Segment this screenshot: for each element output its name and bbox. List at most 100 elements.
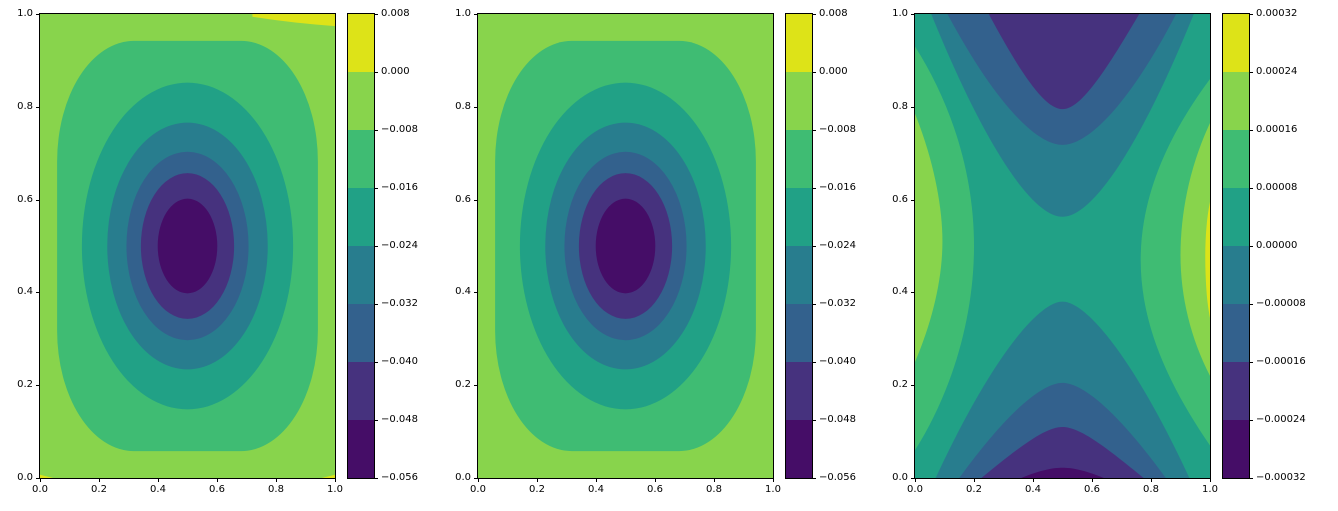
colorbar-tick-label: −0.00008 xyxy=(1256,298,1306,309)
y-tick-label: 0.4 xyxy=(17,286,33,298)
colorbar-tick-mark xyxy=(374,362,378,363)
subplot-3-colorbar xyxy=(1222,13,1250,479)
colorbar-segment xyxy=(348,304,374,362)
contour-band-minimum xyxy=(595,198,656,294)
y-tick-label: 1.0 xyxy=(892,8,908,19)
y-tick-label: 0.0 xyxy=(17,472,33,483)
colorbar-tick-label: 0.00000 xyxy=(1256,240,1298,251)
colorbar-segment xyxy=(786,246,812,304)
colorbar-segment xyxy=(1223,130,1249,188)
colorbar-segment xyxy=(1223,72,1249,130)
subplot-3-axes xyxy=(914,13,1211,479)
colorbar-tick-mark xyxy=(812,14,816,15)
subplot-1-colorbar xyxy=(347,13,375,479)
colorbar-tick-mark xyxy=(374,420,378,421)
x-tick-mark xyxy=(596,478,597,482)
colorbar-tick-mark xyxy=(812,188,816,189)
y-tick-mark xyxy=(911,199,915,201)
positive-maximum-sliver-right xyxy=(1205,201,1210,318)
y-tick-mark xyxy=(474,478,478,479)
colorbar-segment xyxy=(348,246,374,304)
colorbar-tick-mark xyxy=(1249,14,1253,15)
y-tick-label: 0.2 xyxy=(455,379,471,391)
colorbar-segment xyxy=(348,420,374,478)
y-tick-mark xyxy=(474,385,478,387)
colorbar-tick-mark xyxy=(374,304,378,305)
colorbar-segment xyxy=(786,188,812,246)
y-tick-mark xyxy=(911,478,915,479)
x-tick-mark xyxy=(478,478,479,482)
colorbar-segment xyxy=(1223,420,1249,478)
y-tick-mark xyxy=(911,292,915,294)
colorbar-segment xyxy=(786,362,812,420)
y-tick-mark xyxy=(474,292,478,294)
colorbar-segment xyxy=(786,130,812,188)
x-tick-label: 1.0 xyxy=(1202,484,1218,495)
colorbar-tick-mark xyxy=(812,362,816,363)
colorbar-tick-label: 0.008 xyxy=(819,8,848,19)
x-tick-label: 0.0 xyxy=(470,484,486,495)
colorbar-tick-mark xyxy=(374,130,378,131)
x-tick-mark xyxy=(1033,478,1034,482)
colorbar-tick-label: −0.032 xyxy=(819,298,857,309)
colorbar-segment xyxy=(786,72,812,130)
x-tick-mark xyxy=(1092,478,1093,482)
colorbar-tick-label: −0.040 xyxy=(381,356,419,367)
y-tick-label: 0.6 xyxy=(892,193,908,205)
colorbar-tick-mark xyxy=(812,72,816,73)
y-tick-label: 0.6 xyxy=(455,193,471,205)
colorbar-segment xyxy=(1223,188,1249,246)
colorbar-segment xyxy=(786,14,812,72)
positive-patch-top-right xyxy=(252,14,335,27)
y-tick-mark xyxy=(474,199,478,201)
colorbar-tick-mark xyxy=(374,14,378,15)
positive-lobe-left-inner xyxy=(915,113,943,362)
x-tick-mark xyxy=(974,478,975,482)
colorbar-tick-label: 0.008 xyxy=(381,8,410,19)
colorbar-segment xyxy=(1223,362,1249,420)
colorbar-tick-label: −0.024 xyxy=(819,240,857,251)
y-tick-mark xyxy=(911,106,915,108)
colorbar-tick-mark xyxy=(374,478,378,479)
subplot-2-contour-plot: 0.0 0.2 0.4 0.6 0.8 1.0 0.0 0.2 0.4 0.6 0.8 1.0 0.00… xyxy=(438,0,872,511)
colorbar-segment xyxy=(348,14,374,72)
y-tick-label: 0.0 xyxy=(455,472,471,483)
y-tick-label: 0.4 xyxy=(892,286,908,298)
x-tick-mark xyxy=(158,478,159,482)
colorbar-tick-mark xyxy=(1249,478,1253,479)
y-tick-label: 0.0 xyxy=(892,472,908,483)
x-tick-label: 0.0 xyxy=(907,484,923,495)
x-tick-label: 0.6 xyxy=(1084,484,1100,495)
y-tick-mark xyxy=(36,385,40,387)
negative-minimum-sliver-bottom xyxy=(1021,467,1104,478)
x-tick-mark xyxy=(1151,478,1152,482)
colorbar-tick-mark xyxy=(812,304,816,305)
colorbar-tick-label: 0.00032 xyxy=(1256,8,1298,19)
colorbar-tick-mark xyxy=(374,188,378,189)
x-tick-label: 0.8 xyxy=(268,484,284,495)
subplot-2-axes xyxy=(477,13,774,479)
y-tick-mark xyxy=(36,199,40,201)
y-tick-mark xyxy=(36,478,40,479)
y-tick-mark xyxy=(474,14,478,15)
subplot-1-contour-svg xyxy=(40,14,335,478)
x-tick-mark xyxy=(217,478,218,482)
colorbar-tick-label: −0.048 xyxy=(381,414,419,425)
colorbar-tick-label: −0.008 xyxy=(381,124,419,135)
colorbar-tick-label: −0.024 xyxy=(381,240,419,251)
x-tick-label: 0.8 xyxy=(1143,484,1159,495)
colorbar-tick-label: −0.056 xyxy=(819,472,857,483)
x-tick-label: 0.2 xyxy=(529,484,545,495)
colorbar-tick-label: 0.00008 xyxy=(1256,182,1298,193)
y-tick-label: 0.6 xyxy=(17,193,33,205)
y-tick-mark xyxy=(36,106,40,108)
colorbar-tick-mark xyxy=(812,478,816,479)
y-tick-mark xyxy=(911,385,915,387)
y-tick-label: 0.8 xyxy=(455,100,471,112)
colorbar-tick-mark xyxy=(1249,246,1253,247)
subplot-3-contour-svg xyxy=(915,14,1210,478)
negative-lobe-bottom-inner xyxy=(981,426,1144,478)
colorbar-tick-label: −0.048 xyxy=(819,414,857,425)
colorbar-tick-label: −0.00016 xyxy=(1256,356,1306,367)
